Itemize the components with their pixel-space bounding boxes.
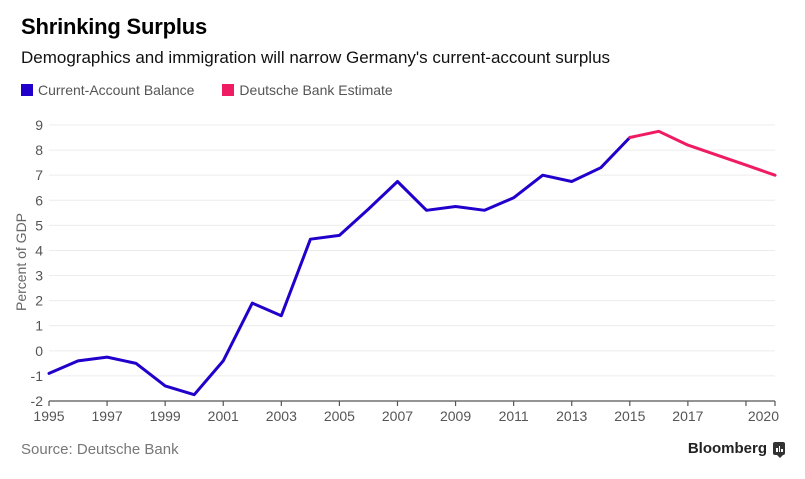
bloomberg-chart-icon	[773, 442, 785, 458]
legend-item-estimate: Deutsche Bank Estimate	[222, 82, 393, 98]
x-tick-label: 2009	[440, 408, 471, 424]
y-tick-label: 9	[35, 117, 43, 133]
source-note: Source: Deutsche Bank	[21, 441, 179, 458]
y-tick-label: -1	[31, 368, 44, 384]
y-tick-label: 5	[35, 217, 43, 233]
series-line-current-account	[47, 136, 632, 397]
brand-name: Bloomberg	[687, 440, 767, 457]
x-tick-label: 2013	[556, 408, 587, 424]
legend: Current-Account Balance Deutsche Bank Es…	[21, 82, 393, 98]
y-tick-label: 2	[35, 293, 43, 309]
x-tick-label: 2017	[672, 408, 703, 424]
x-tick-label: 2020	[748, 408, 779, 424]
x-tick-label: 1999	[150, 408, 181, 424]
series-lines	[47, 129, 777, 397]
x-axis: 1995 1997 1999 2001 2003 2005 2007 2009 2011 2013…	[33, 400, 779, 424]
legend-label: Current-Account Balance	[38, 82, 195, 98]
series-line-estimate	[628, 129, 777, 177]
x-tick-label: 2005	[324, 408, 355, 424]
x-tick-label: 1995	[33, 408, 64, 424]
y-tick-label: 4	[35, 242, 43, 258]
chart-title: Shrinking Surplus	[21, 14, 208, 39]
legend-swatch-current-account	[21, 84, 33, 96]
legend-item-current-account: Current-Account Balance	[21, 82, 194, 98]
x-tick-label: 1997	[92, 408, 123, 424]
y-tick-label: 1	[35, 318, 43, 334]
legend-label: Deutsche Bank Estimate	[239, 82, 393, 98]
chart-subtitle: Demographics and immigration will narrow…	[21, 48, 611, 67]
y-axis-ticks: -2 -1 0 1 2 3 4 5 6 7 8 9	[31, 117, 44, 409]
gridlines	[49, 124, 775, 377]
x-tick-label: 2001	[208, 408, 239, 424]
y-tick-label: 8	[35, 142, 43, 158]
x-tick-label: 2011	[499, 408, 529, 424]
x-tick-label: 2003	[266, 408, 297, 424]
y-tick-label: 7	[35, 167, 43, 183]
y-axis-label: Percent of GDP	[13, 213, 29, 311]
legend-swatch-estimate	[222, 84, 235, 96]
y-tick-label: 3	[35, 268, 43, 284]
x-tick-label: 2007	[382, 408, 413, 424]
y-tick-label: 0	[35, 343, 43, 359]
y-tick-label: 6	[35, 192, 43, 208]
brand-logo: Bloomberg	[687, 440, 785, 458]
y-tick-label: -2	[31, 393, 44, 409]
x-tick-label: 2015	[614, 408, 645, 424]
